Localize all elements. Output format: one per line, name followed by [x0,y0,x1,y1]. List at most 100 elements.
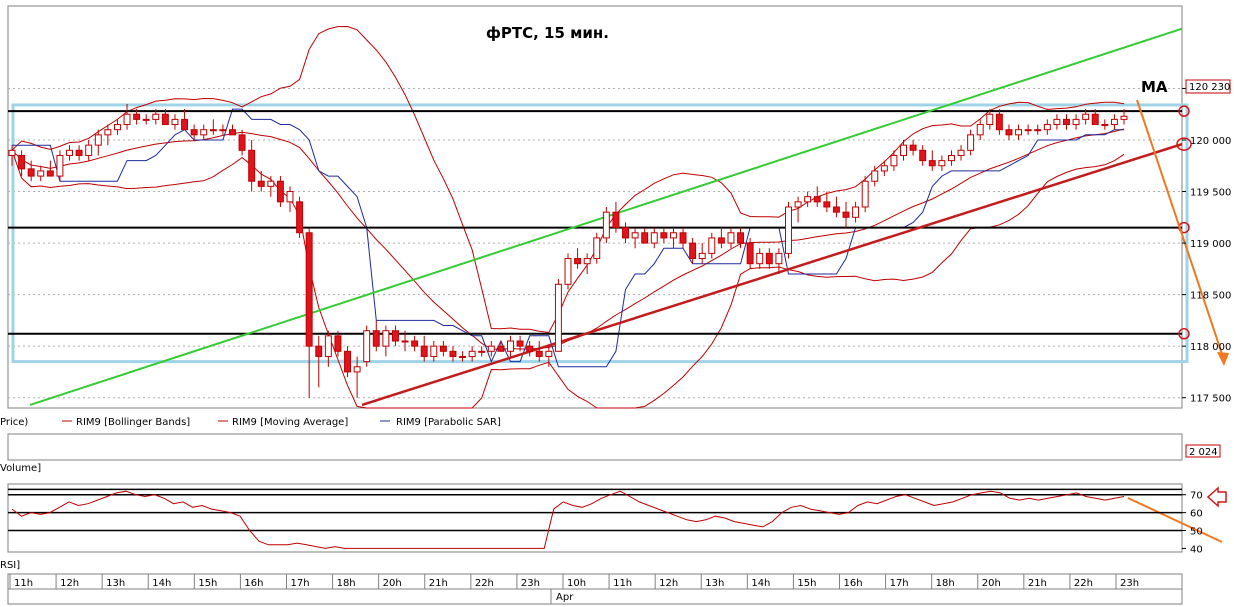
candle-body [938,160,946,167]
candle-body [593,237,601,260]
candle-body [190,129,198,136]
candle-body [612,211,620,229]
candle-body [248,149,256,182]
candle-body [46,170,54,177]
time-label: 21h [1028,578,1047,589]
candle-body [487,345,495,352]
time-label: 13h [106,578,125,589]
ma-label: MA [1141,78,1168,96]
volume-value-label: 2 024 [1189,447,1218,458]
channel-box [11,103,1189,364]
candle-body [85,144,93,156]
candle-body [909,144,917,151]
candle-body [8,149,16,156]
candle-body [823,201,831,208]
price-tick-label: 117 500 [1190,394,1231,405]
candle-body [1043,124,1051,131]
candle-body [564,258,572,285]
candle-body [535,350,543,357]
price-panel [7,5,1183,409]
price-tick-label: 119 000 [1190,239,1231,250]
parabolic-sar-line [12,108,1124,368]
price-forecast-arrow [1136,99,1225,361]
candle-body [267,180,275,187]
candle-body [554,283,562,352]
legend-sar: RIM9 [Parabolic SAR] [396,417,501,428]
candle-body [727,232,735,244]
candle-body [1091,113,1099,126]
candle-body [583,258,591,265]
candle-body [1072,118,1080,126]
candle-body [478,350,486,353]
rsi-axis-ticks: 70 60 50 40 [1182,491,1203,555]
time-label: 16h [244,578,263,589]
red-trend-line [361,142,1183,407]
candle-body [986,113,994,126]
candle-body [344,350,351,373]
candle-body [372,330,380,347]
time-label: 18h [337,578,356,589]
time-axis-labels: 11h 12h 13h 14h 15h 16h 17h 18h 20h 21h 22h 23h 10h 1… [9,574,1139,589]
time-label: 17h [291,578,310,589]
candle-body [276,180,284,203]
candle-body [113,124,121,131]
candle-body [468,350,476,357]
candle-body [401,340,409,343]
time-label: 15h [198,578,217,589]
price-tick-label: 120 000 [1190,136,1231,147]
candle-body [171,118,179,126]
time-label: 22h [475,578,494,589]
candle-body [257,180,265,187]
candle-body [832,206,840,213]
chart-title: фРТС, 15 мин. [486,24,609,42]
candle-body [1110,118,1118,126]
candle-body [679,232,687,244]
candle-body [698,252,706,260]
legend: RIM9 [Bollinger Bands] RIM9 [Moving Aver… [62,417,501,428]
rsi-series [8,488,1182,549]
legend-bollinger: RIM9 [Bollinger Bands] [76,417,190,428]
candle-body [104,129,112,136]
price-tick-label: 118 500 [1190,291,1231,302]
candle-body [842,211,850,218]
candle-body [391,330,399,342]
candle-body [37,170,45,177]
price-tick-label: 119 500 [1190,188,1231,199]
candle-body [976,124,984,136]
candle-body [133,113,141,120]
time-label: 23h [521,578,540,589]
candle-body [75,149,83,156]
candle-body [785,206,792,254]
rsi-marker-arrow [1206,486,1227,508]
candle-body [209,129,217,132]
time-label: 15h [797,578,816,589]
candle-body [238,134,246,151]
level-marker [1178,105,1190,117]
candle-body [746,242,754,265]
bollinger-lower [11,150,1125,409]
candle-body [353,366,361,373]
volume-panel [7,433,1183,461]
horizontal-levels [8,105,1192,340]
current-price-box [1185,79,1231,94]
candle-body [631,232,639,239]
candle-body [660,232,668,239]
legend-ma: RIM9 [Moving Average] [232,417,348,428]
candle-body [1101,124,1109,127]
candle-body [967,134,975,151]
bollinger-upper [11,25,1125,334]
candle-body [717,237,725,244]
rsi-line [11,490,1125,549]
candle-body [957,149,965,156]
rsi-tick-label: 50 [1190,527,1203,538]
candle-body [430,345,438,357]
candle-body [602,211,610,239]
time-label: 20h [982,578,1001,589]
candle-body [516,340,524,347]
time-label: 12h [60,578,79,589]
candle-body [507,340,514,352]
candle-body [1120,115,1128,120]
bollinger-bands [11,25,1125,409]
candle-body [890,154,898,167]
candle-body [669,232,677,239]
